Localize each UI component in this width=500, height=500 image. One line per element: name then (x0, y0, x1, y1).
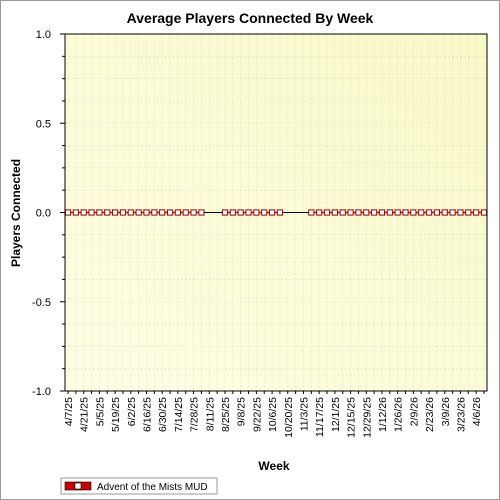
data-point (418, 209, 425, 216)
data-point (104, 209, 111, 216)
data-point (253, 209, 260, 216)
data-point (190, 209, 197, 216)
x-tick-label: 12/15/25 (346, 397, 358, 438)
data-point (261, 209, 268, 216)
data-point (221, 209, 229, 216)
data-point (268, 209, 276, 216)
data-point (347, 209, 354, 216)
x-tick-label: 4/7/25 (63, 397, 75, 426)
data-point (308, 209, 315, 216)
data-point (402, 209, 409, 216)
data-point (457, 209, 464, 216)
data-point (323, 209, 331, 216)
data-point (473, 209, 480, 216)
y-tick-label: 0.0 (36, 208, 51, 220)
x-tick-label: 6/16/25 (141, 397, 153, 432)
data-point (127, 209, 134, 216)
data-point (394, 209, 401, 216)
data-point (441, 209, 448, 216)
data-point (237, 209, 244, 216)
legend-box (60, 477, 218, 495)
data-point (88, 209, 95, 216)
data-point (363, 209, 370, 216)
x-tick-label: 2/9/26 (408, 397, 420, 426)
data-point (449, 209, 456, 216)
data-point (166, 209, 174, 216)
data-point (182, 209, 189, 216)
legend-label: Advent of the Mists MUD (97, 482, 208, 493)
data-point (80, 209, 87, 216)
data-point (378, 209, 386, 216)
data-point (174, 209, 181, 216)
x-tick-label: 7/28/25 (189, 397, 201, 432)
x-tick-label: 11/3/25 (298, 397, 310, 431)
data-point (480, 209, 488, 216)
data-point (276, 209, 284, 216)
chart-title: Average Players Connected By Week (127, 10, 374, 26)
data-point (151, 209, 158, 216)
x-tick-label: 9/22/25 (251, 397, 263, 432)
data-point (111, 209, 119, 216)
x-tick-label: 11/17/25 (314, 397, 326, 437)
x-tick-label: 1/26/26 (393, 397, 405, 432)
x-tick-label: 3/23/26 (455, 397, 467, 432)
x-tick-label: 5/19/25 (110, 397, 122, 432)
x-tick-label: 1/12/26 (377, 397, 389, 432)
y-tick-label: -1.0 (32, 386, 51, 398)
x-tick-label: 8/11/25 (204, 397, 216, 431)
data-point (159, 209, 166, 216)
data-point (229, 209, 236, 216)
x-axis-label: Week (258, 459, 289, 473)
data-point (465, 209, 472, 216)
x-tick-label: 4/6/26 (471, 397, 483, 426)
data-point (316, 209, 323, 216)
x-tick-label: 9/8/25 (236, 397, 248, 426)
data-point (96, 209, 103, 216)
legend: Advent of the Mists MUD (60, 477, 218, 495)
data-point (64, 209, 72, 216)
data-point (143, 209, 150, 216)
x-tick-label: 2/23/26 (424, 397, 436, 432)
x-tick-label: 12/1/25 (330, 397, 342, 432)
y-tick-label: 0.5 (36, 118, 51, 130)
x-axis: 4/7/25 4/21/25 5/5/25 5/19/25 6/2/25 6/16/25 6… (63, 391, 485, 438)
x-tick-label: 4/21/25 (79, 397, 91, 432)
x-tick-label: 12/29/25 (361, 397, 373, 438)
data-point (386, 209, 393, 216)
data-point (410, 209, 417, 216)
data-point (339, 209, 346, 216)
data-point (245, 209, 252, 216)
x-tick-label: 8/25/25 (220, 397, 232, 432)
data-point (433, 209, 441, 216)
data-point (425, 209, 433, 216)
x-tick-label: 10/20/25 (283, 397, 295, 438)
y-axis-label: Players Connected (9, 159, 23, 267)
y-axis: 1.0 0.5 0.0 -0.5 -1.0 (32, 29, 65, 398)
data-point (119, 209, 127, 216)
y-tick-label: -0.5 (32, 297, 51, 309)
data-point (355, 209, 362, 216)
data-point (331, 209, 338, 216)
data-point (371, 209, 378, 216)
y-tick-label: 1.0 (36, 29, 51, 41)
x-tick-label: 6/30/25 (157, 397, 169, 432)
series-markers (64, 209, 488, 216)
x-tick-label: 3/9/26 (440, 397, 452, 426)
legend-marker-icon (74, 482, 82, 490)
x-tick-label: 6/2/25 (126, 397, 138, 426)
data-point (198, 209, 205, 216)
data-point (135, 209, 142, 216)
x-tick-label: 10/6/25 (267, 397, 279, 432)
x-tick-label: 5/5/25 (94, 397, 106, 426)
data-point (72, 209, 79, 216)
x-tick-label: 7/14/25 (173, 397, 185, 432)
